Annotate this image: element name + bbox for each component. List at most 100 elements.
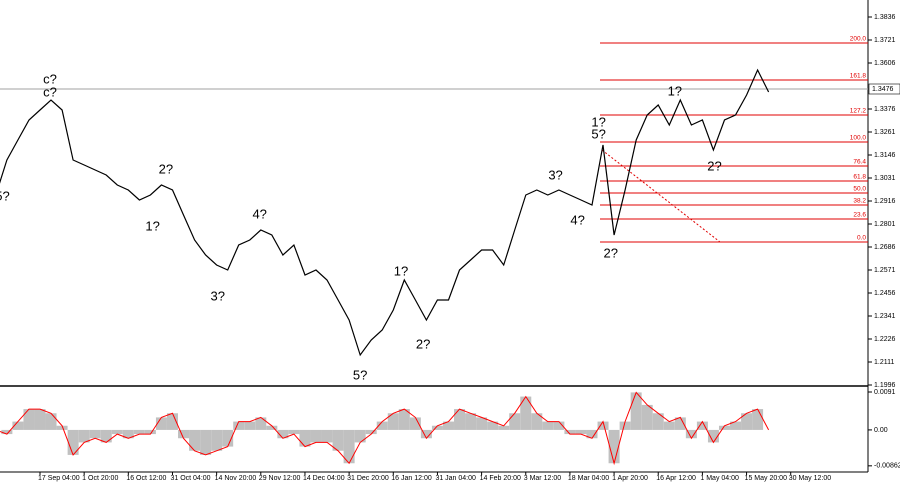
osc-bar <box>619 421 631 430</box>
osc-bar <box>553 421 565 430</box>
osc-bar <box>122 429 134 439</box>
osc-y-tick-label: -0.00862 <box>874 463 900 470</box>
y-tick-label: 1.3606 <box>874 60 896 67</box>
osc-y-tick-label: 0.0091 <box>874 389 896 396</box>
osc-bar <box>431 425 443 430</box>
y-tick-label: 1.2111 <box>874 359 894 366</box>
osc-bar <box>178 429 190 439</box>
osc-bar <box>663 421 675 430</box>
y-tick-label: 1.3031 <box>874 175 896 182</box>
y-tick-label: 1.2801 <box>874 221 896 228</box>
wave-label: c? <box>43 84 57 99</box>
wave-label: 2? <box>416 336 430 351</box>
y-tick-label: 1.1996 <box>874 382 896 389</box>
x-tick-label: 15 May 20:00 <box>745 475 788 482</box>
osc-bar <box>310 429 322 443</box>
osc-bar <box>133 429 145 435</box>
osc-bar <box>78 429 90 443</box>
current-price-box <box>868 83 900 95</box>
wave-label: 1? <box>668 83 682 98</box>
fib-label: 23.6 <box>853 212 866 219</box>
x-tick-label: 16 Apr 12:00 <box>656 475 696 482</box>
fib-label: 76.4 <box>853 159 866 166</box>
osc-bar <box>718 425 730 430</box>
osc-bar <box>398 409 410 430</box>
osc-bar <box>696 421 708 430</box>
wave-label: 1? <box>394 263 408 278</box>
wave-label: 5? <box>0 188 10 203</box>
osc-bar <box>155 417 167 430</box>
wave-label: 5? <box>591 126 605 141</box>
fib-label: 38.2 <box>853 198 866 205</box>
osc-signal-line <box>0 391 770 466</box>
fib-label: 61.8 <box>853 174 866 181</box>
osc-bar <box>487 421 499 430</box>
osc-bar <box>509 413 521 430</box>
osc-bar <box>674 417 686 430</box>
x-tick-label: 3 Mar 12:00 <box>524 475 561 482</box>
y-tick-label: 1.2341 <box>874 313 896 320</box>
osc-bar <box>741 413 753 430</box>
wave-label: 1? <box>145 218 159 233</box>
osc-bar <box>200 429 212 455</box>
osc-bar <box>454 409 466 430</box>
osc-bar <box>597 421 609 430</box>
osc-bar <box>222 429 234 447</box>
osc-bar <box>233 421 245 430</box>
osc-y-tick-label: 0.00 <box>874 427 888 434</box>
osc-bar <box>575 429 587 435</box>
osc-bar <box>420 429 432 439</box>
fib-label: 50.0 <box>853 186 866 193</box>
osc-bar <box>211 429 223 451</box>
x-tick-label: 31 Dec 20:00 <box>347 475 389 482</box>
osc-bar <box>266 425 278 430</box>
wave-label: 1? <box>591 114 605 129</box>
x-tick-label: 16 Jan 12:00 <box>391 475 432 482</box>
x-tick-label: 14 Nov 20:00 <box>215 475 257 482</box>
osc-bar <box>67 429 79 455</box>
osc-bar <box>730 421 742 430</box>
x-tick-label: 18 Mar 04:00 <box>568 475 609 482</box>
osc-bar <box>531 413 543 430</box>
y-tick-label: 1.3261 <box>874 129 896 136</box>
wave-label: 2? <box>707 158 721 173</box>
osc-bar <box>409 417 421 430</box>
osc-bar <box>630 392 642 430</box>
osc-bar <box>255 417 267 430</box>
wave-label: 4? <box>570 212 584 227</box>
current-price-label: 1.3476 <box>872 86 894 93</box>
wave-label: 2? <box>604 245 618 260</box>
x-tick-label: 14 Dec 04:00 <box>303 475 345 482</box>
y-tick-label: 1.2916 <box>874 198 896 205</box>
osc-bar <box>111 429 123 435</box>
x-tick-label: 31 Jan 04:00 <box>435 475 476 482</box>
osc-bar <box>189 429 201 451</box>
y-tick-label: 1.2686 <box>874 244 896 251</box>
osc-bar <box>321 429 333 443</box>
osc-bar <box>332 429 344 451</box>
osc-bar <box>542 421 554 430</box>
osc-bar <box>376 421 388 430</box>
osc-bar <box>166 413 178 430</box>
osc-bar <box>476 417 488 430</box>
osc-bar <box>520 396 532 430</box>
y-tick-label: 1.3721 <box>874 37 896 44</box>
osc-bar <box>34 409 46 430</box>
fib-label: 161.8 <box>850 73 867 80</box>
price-line <box>0 68 770 357</box>
osc-bar <box>89 429 101 439</box>
x-tick-label: 17 Sep 04:00 <box>38 475 80 482</box>
osc-bar <box>100 429 112 443</box>
x-tick-label: 1 Oct 20:00 <box>82 475 118 482</box>
osc-bar <box>343 429 355 464</box>
y-tick-label: 1.3376 <box>874 106 896 113</box>
osc-bar <box>641 404 653 430</box>
fib-label: 127.2 <box>850 108 867 115</box>
wave-label: 3? <box>211 288 225 303</box>
osc-bar <box>365 429 377 435</box>
osc-bar <box>387 413 399 430</box>
osc-bar <box>752 409 764 430</box>
osc-bar <box>244 421 256 430</box>
osc-bar <box>288 429 300 435</box>
